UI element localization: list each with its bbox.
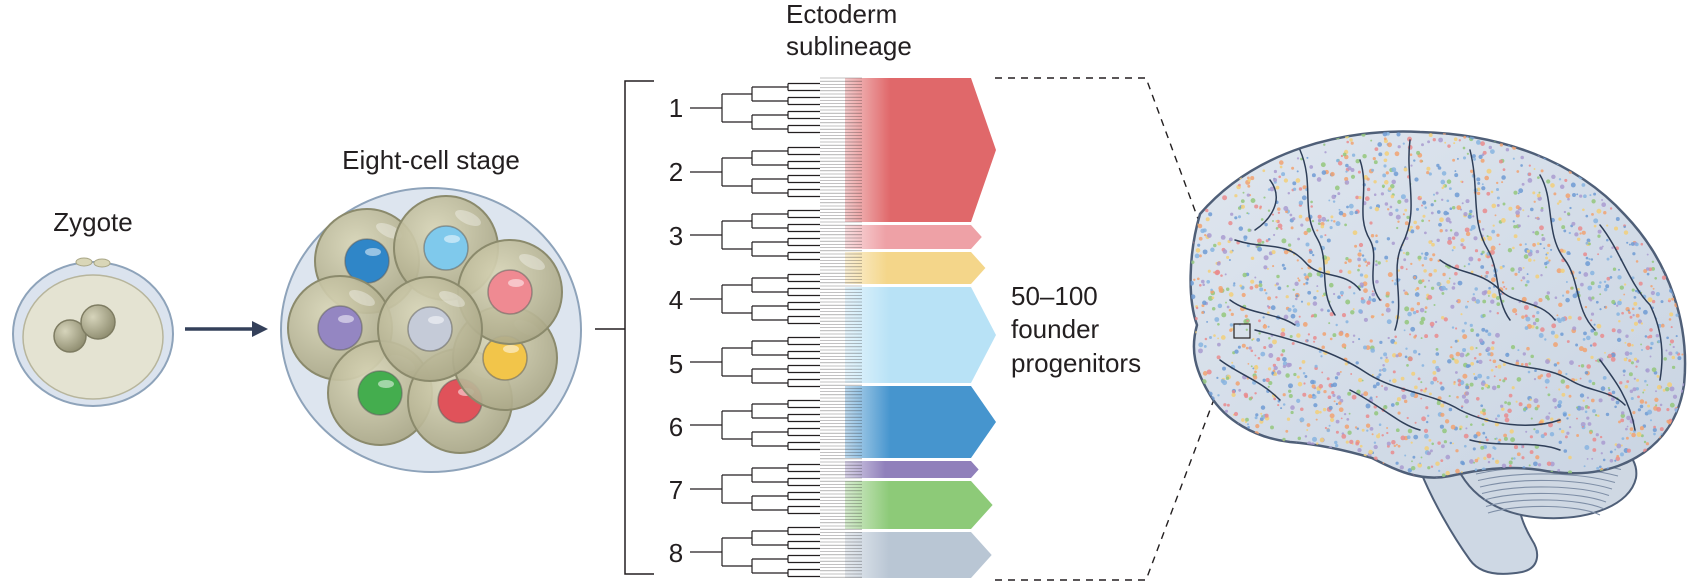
- polar-body: [93, 258, 111, 268]
- nucleus: [487, 269, 533, 315]
- brain-illustration: [1189, 130, 1687, 575]
- tree-branches: [690, 82, 820, 578]
- ectoderm-label-line2: sublineage: [786, 31, 912, 61]
- pronucleus: [53, 319, 87, 353]
- lineage-number-label: 7: [669, 475, 683, 505]
- founder-block: [845, 532, 992, 578]
- founders-label-line2: founder: [1011, 314, 1100, 344]
- founder-block: [845, 225, 982, 249]
- nucleus: [407, 306, 453, 352]
- blastomere: [457, 239, 563, 345]
- lineage-number-label: 1: [669, 93, 683, 123]
- ectoderm-label-line1: Ectoderm: [786, 0, 897, 29]
- lineage-number-label: 5: [669, 349, 683, 379]
- founder-block: [845, 78, 996, 222]
- founder-block: [845, 481, 993, 529]
- blastomere: [377, 276, 483, 382]
- founders-label-line3: progenitors: [1011, 348, 1141, 378]
- founder-block: [845, 386, 996, 458]
- lineage-number-label: 4: [669, 285, 683, 315]
- lineage-tree: Ectoderm sublineage 1 2 3 4 5 6 7 8: [595, 0, 996, 578]
- lineage-number-label: 8: [669, 538, 683, 568]
- founders-label-group: 50–100 founder progenitors: [1011, 281, 1141, 378]
- arrow-right-icon: [185, 321, 268, 337]
- founder-progenitor-blocks: [845, 78, 996, 578]
- zygote-group: Zygote: [12, 207, 174, 407]
- blastomeres: [287, 195, 563, 454]
- founder-block: [845, 287, 996, 383]
- eight-cell-label: Eight-cell stage: [342, 145, 520, 175]
- region-highlight: [1233, 323, 1251, 339]
- outer-bracket: [595, 80, 654, 575]
- nucleus: [423, 225, 469, 271]
- founder-block: [845, 461, 979, 478]
- nucleus: [357, 370, 403, 416]
- nucleus: [317, 305, 363, 351]
- cerebral-cortex: [1189, 130, 1687, 479]
- eight-cell-group: Eight-cell stage: [280, 145, 582, 473]
- sulci: [1219, 139, 1663, 451]
- zygote-label: Zygote: [53, 207, 133, 237]
- lineage-number-label: 2: [669, 157, 683, 187]
- founders-label-line1: 50–100: [1011, 281, 1098, 311]
- lineage-numbers: 1 2 3 4 5 6 7 8: [669, 93, 683, 568]
- progenitor-fine-lines: [820, 77, 862, 578]
- lineage-number-label: 3: [669, 221, 683, 251]
- founder-block: [845, 252, 986, 284]
- pronucleus: [80, 304, 116, 340]
- lineage-number-label: 6: [669, 412, 683, 442]
- polar-body: [75, 257, 93, 267]
